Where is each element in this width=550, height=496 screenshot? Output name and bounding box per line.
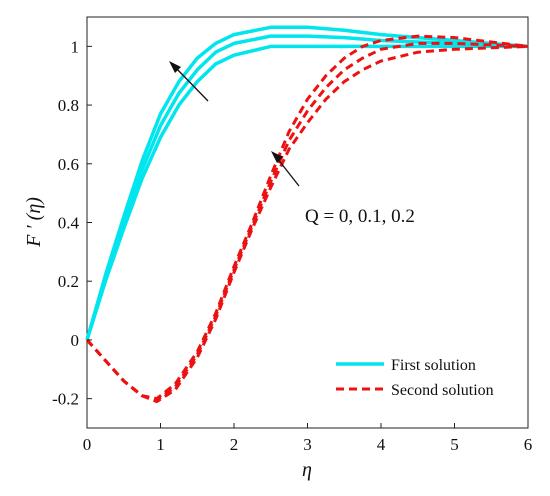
x-tick-label: 6 bbox=[524, 435, 533, 454]
y-tick-label: 0.4 bbox=[58, 214, 80, 233]
series-layer bbox=[85, 25, 529, 404]
y-axis-label: F ′ (η) bbox=[23, 197, 45, 248]
parameter-annotation: Q = 0, 0.1, 0.2 bbox=[305, 206, 415, 227]
x-tick-label: 0 bbox=[83, 435, 92, 454]
plot-area-frame bbox=[86, 16, 529, 429]
y-tick-label: -0.2 bbox=[52, 390, 79, 409]
y-tick-label: 0.6 bbox=[58, 155, 79, 174]
x-axis-label: η bbox=[302, 459, 312, 481]
legend-label-first: First solution bbox=[391, 357, 476, 374]
y-tick-label: 0.8 bbox=[58, 96, 79, 115]
y-tick-label: 1 bbox=[71, 37, 80, 56]
arrow-second-solution bbox=[271, 151, 300, 187]
x-tick-label: 1 bbox=[156, 435, 165, 454]
x-tick-label: 4 bbox=[377, 435, 386, 454]
second-solution-line-5 bbox=[85, 34, 529, 401]
y-tick-label: 0 bbox=[71, 331, 80, 350]
first-solution-line-1 bbox=[85, 34, 529, 341]
x-tick-label: 3 bbox=[303, 435, 312, 454]
arrow-first-solution bbox=[169, 61, 209, 102]
ticks-layer: 0 1 2 3 4 5 6 -0.2 0 0.2 0.4 0.6 0.8 1 bbox=[52, 37, 532, 454]
y-tick-label: 0.2 bbox=[58, 272, 79, 291]
legend: First solution Second solution bbox=[336, 357, 494, 399]
legend-label-second: Second solution bbox=[391, 382, 494, 399]
x-tick-label: 2 bbox=[230, 435, 239, 454]
x-tick-label: 5 bbox=[450, 435, 459, 454]
first-solution-line-2 bbox=[85, 25, 529, 341]
